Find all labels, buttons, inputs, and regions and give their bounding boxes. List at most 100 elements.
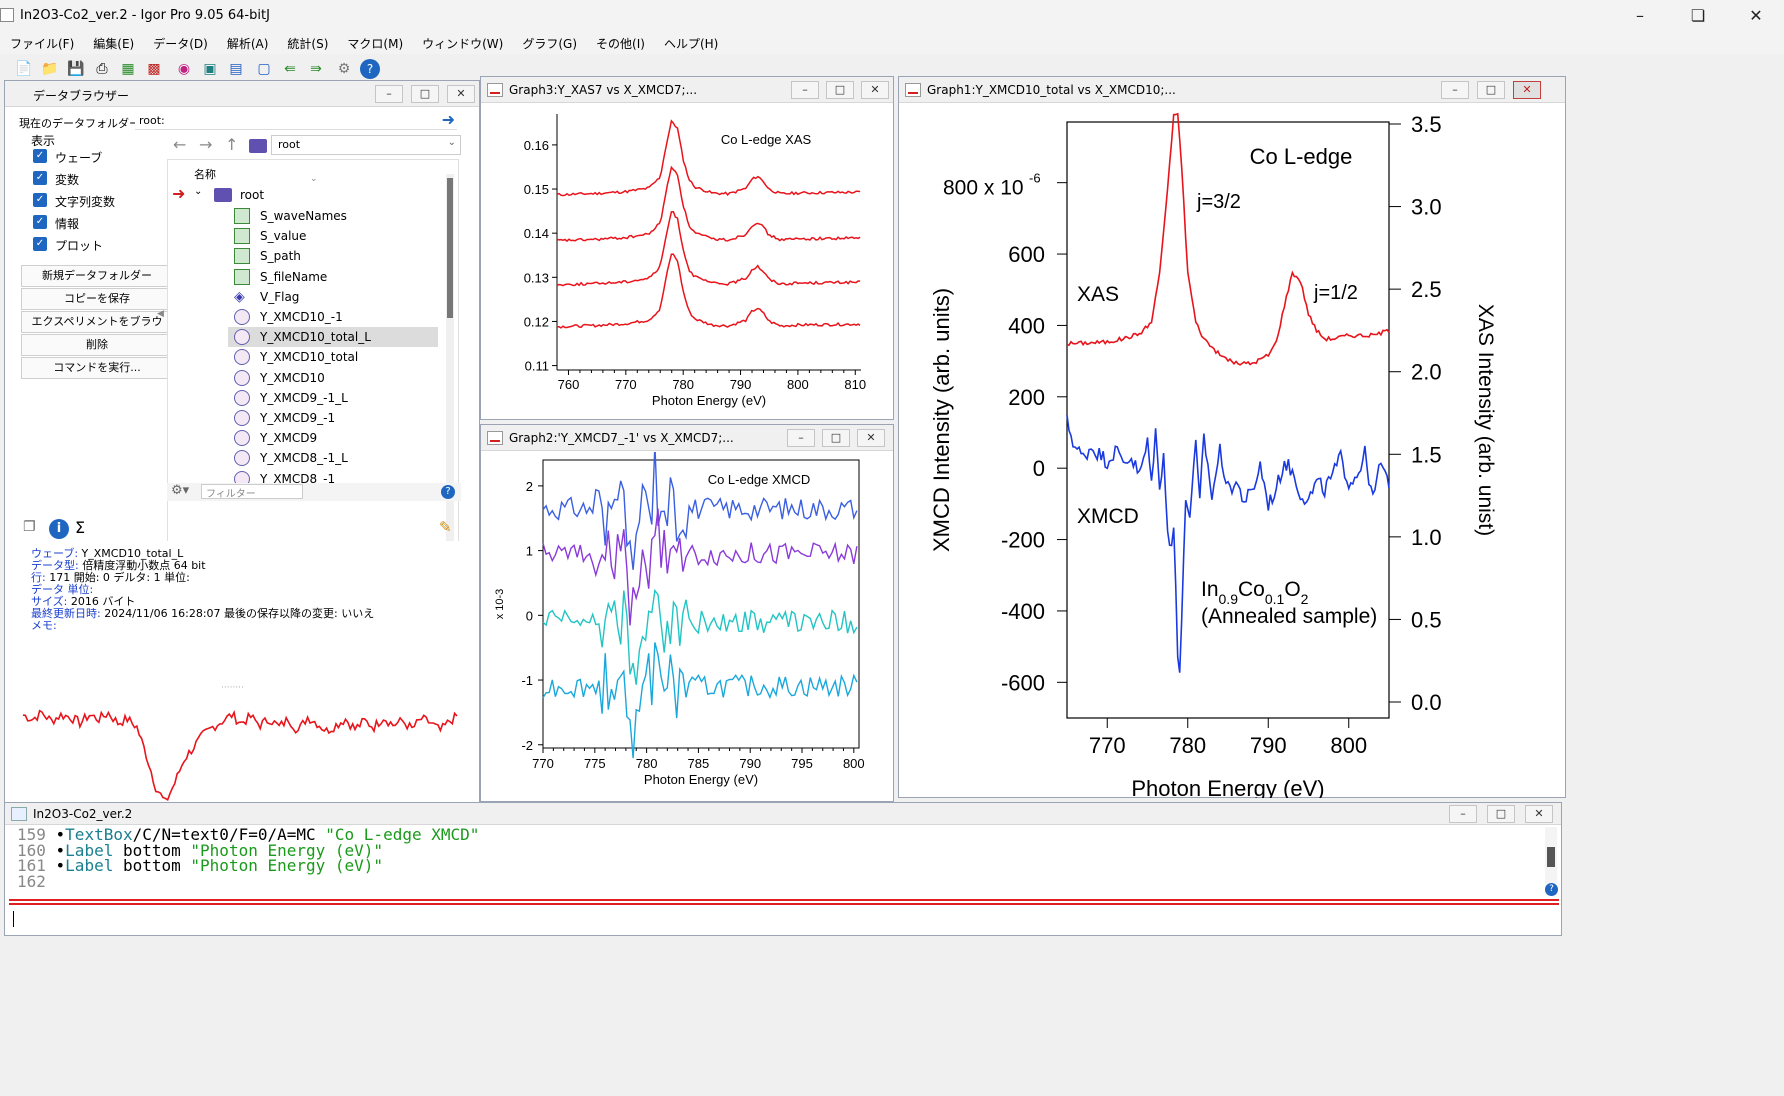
- checkbox[interactable]: ✓: [33, 215, 47, 229]
- help-icon[interactable]: ?: [1545, 883, 1558, 896]
- wave-icon: [234, 410, 250, 426]
- back-nav-icon[interactable]: ←: [173, 135, 187, 154]
- minimize-button[interactable]: –: [375, 85, 403, 103]
- gear-icon[interactable]: ⚙▾: [171, 483, 190, 498]
- splitter-dots[interactable]: ········: [221, 683, 244, 693]
- tree-item-label[interactable]: Y_XMCD8_-1: [260, 471, 336, 486]
- tree-item-label[interactable]: S_fileName: [260, 269, 328, 284]
- collapse-chevron-icon[interactable]: ⌄: [194, 186, 203, 197]
- side-button[interactable]: コマンドを実行...: [21, 357, 173, 379]
- menu-item[interactable]: グラフ(G): [522, 37, 578, 51]
- splitter-left-icon[interactable]: ◀: [157, 309, 164, 319]
- tree-item-label[interactable]: Y_XMCD10_total_L: [260, 330, 371, 345]
- restore-button[interactable]: □: [1487, 805, 1515, 823]
- forward-arrow-icon[interactable]: ⇛: [310, 61, 322, 77]
- menu-item[interactable]: 編集(E): [93, 37, 135, 51]
- tree-item-label[interactable]: Y_XMCD10_total: [260, 350, 359, 365]
- minimize-button[interactable]: –: [791, 81, 819, 99]
- tree-item-label[interactable]: Y_XMCD9_-1_L: [260, 390, 348, 405]
- close-button[interactable]: ✕: [857, 429, 885, 447]
- sample-sub3: 2: [1301, 591, 1309, 607]
- print-icon[interactable]: ⎙: [96, 61, 108, 77]
- checkbox[interactable]: ✓: [33, 193, 47, 207]
- y-tick-label: 600: [1008, 242, 1045, 267]
- path-select[interactable]: root ⌄: [271, 135, 461, 155]
- scrollbar-thumb[interactable]: [1547, 847, 1555, 867]
- restore-button[interactable]: □: [826, 81, 854, 99]
- restore-button[interactable]: ❏: [1690, 6, 1706, 25]
- wave-icon: [234, 349, 250, 366]
- tree-item-label[interactable]: S_value: [260, 229, 307, 244]
- menu-item[interactable]: マクロ(M): [347, 37, 404, 51]
- close-button[interactable]: ✕: [1749, 6, 1763, 25]
- copy-icon[interactable]: ❐: [23, 519, 36, 535]
- restore-button[interactable]: □: [822, 429, 850, 447]
- restore-button[interactable]: □: [1477, 81, 1505, 99]
- save-icon[interactable]: 💾: [67, 61, 85, 77]
- y2-axis-label: XAS Intensity (arb. unist): [1474, 304, 1497, 536]
- close-button[interactable]: ✕: [1525, 805, 1553, 823]
- tree-item-label[interactable]: Y_XMCD9_-1: [260, 411, 336, 425]
- scrollbar-thumb[interactable]: [447, 178, 453, 318]
- window-icon[interactable]: ▢: [257, 61, 271, 77]
- help-icon[interactable]: ?: [360, 59, 380, 79]
- close-button[interactable]: ✕: [861, 81, 889, 99]
- command-input[interactable]: [9, 907, 1559, 933]
- y2-tick-label: 2.5: [1411, 277, 1442, 302]
- new-icon[interactable]: 📄: [15, 61, 33, 77]
- tree-item-label[interactable]: S_path: [260, 249, 301, 264]
- menu-item[interactable]: 統計(S): [287, 37, 329, 51]
- tree-item-label[interactable]: Y_XMCD10: [260, 370, 325, 385]
- minimize-button[interactable]: –: [1636, 6, 1644, 25]
- side-button[interactable]: コピーを保存: [21, 288, 173, 310]
- root-label[interactable]: root: [240, 188, 265, 202]
- open-folder-icon[interactable]: 📁: [41, 61, 59, 77]
- tree-item-label[interactable]: S_waveNames: [260, 209, 347, 223]
- tree-item-label[interactable]: Y_XMCD8_-1_L: [260, 451, 348, 466]
- menu-item[interactable]: 解析(A): [226, 37, 269, 51]
- table-icon[interactable]: ▦: [121, 61, 135, 77]
- wave-icon[interactable]: ◉: [177, 61, 191, 77]
- filter-input[interactable]: フィルター: [201, 484, 303, 500]
- close-button[interactable]: ✕: [447, 85, 475, 103]
- minimize-button[interactable]: –: [1441, 81, 1469, 99]
- tree-item-label[interactable]: Y_XMCD9: [260, 431, 318, 446]
- go-arrow-icon[interactable]: ➜: [441, 110, 455, 129]
- side-button[interactable]: エクスペリメントをブラウズ...: [21, 311, 173, 348]
- info-line: 最終更新日時: 2024/11/06 16:28:07 最後の保存以降の変更: …: [31, 605, 374, 621]
- back-arrow-icon[interactable]: ⇚: [284, 61, 296, 77]
- side-button[interactable]: 新規データフォルダー: [21, 265, 173, 287]
- checkbox[interactable]: ✓: [33, 171, 47, 185]
- vertical-scrollbar[interactable]: [1545, 827, 1557, 895]
- sigma-icon[interactable]: Σ: [75, 518, 86, 537]
- forward-nav-icon[interactable]: →: [199, 135, 213, 154]
- tree-item-label[interactable]: Y_XMCD10_-1: [260, 310, 343, 324]
- side-button[interactable]: 削除: [21, 334, 173, 356]
- string-variable-icon: [234, 228, 250, 245]
- minimize-button[interactable]: –: [1449, 805, 1477, 823]
- vertical-scrollbar[interactable]: [446, 174, 454, 574]
- browse-icon[interactable]: ▣: [203, 61, 217, 77]
- checkbox[interactable]: ✓: [33, 149, 47, 163]
- menu-item[interactable]: データ(D): [153, 37, 208, 51]
- menu-item[interactable]: ファイル(F): [10, 37, 75, 51]
- info-line: データ型: 倍精度浮動小数点 64 bit: [31, 557, 206, 573]
- menu-item[interactable]: ウィンドウ(W): [422, 37, 504, 51]
- graph-icon[interactable]: ▩: [147, 61, 161, 77]
- up-nav-icon[interactable]: ↑: [225, 135, 239, 154]
- restore-button[interactable]: □: [411, 85, 439, 103]
- layout-icon[interactable]: ▤: [229, 61, 243, 77]
- help-icon[interactable]: ?: [441, 485, 455, 499]
- close-button[interactable]: ✕: [1513, 81, 1541, 99]
- pencil-icon[interactable]: ✎: [439, 518, 452, 536]
- checkbox[interactable]: ✓: [33, 237, 47, 251]
- info-icon[interactable]: i: [49, 519, 69, 539]
- menu-item[interactable]: ヘルプ(H): [663, 37, 719, 51]
- tree-item-label[interactable]: V_Flag: [260, 289, 300, 304]
- y2-tick-label: 0.5: [1411, 607, 1442, 632]
- minimize-button[interactable]: –: [787, 429, 815, 447]
- menu-item[interactable]: その他(I): [596, 37, 645, 51]
- current-folder-field[interactable]: root: ➜: [135, 110, 457, 130]
- settings-icon[interactable]: ⚙: [337, 61, 351, 77]
- y-tick-label: 0.11: [525, 359, 549, 374]
